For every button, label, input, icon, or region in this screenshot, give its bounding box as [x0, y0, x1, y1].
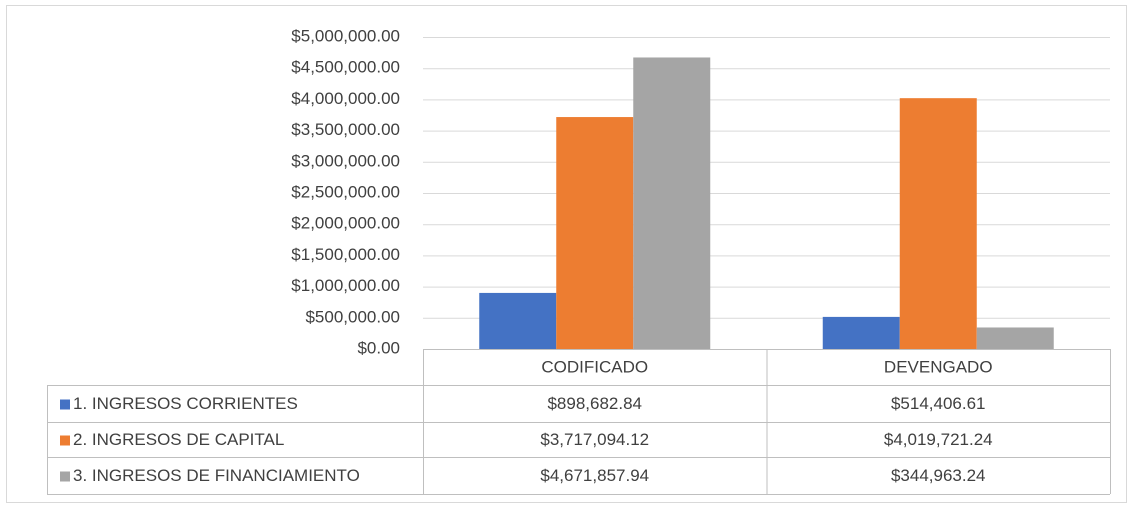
table-header: DEVENGADO: [884, 357, 993, 376]
y-tick-label: $4,500,000.00: [291, 58, 400, 77]
y-tick-label: $3,500,000.00: [291, 120, 400, 139]
bar: [479, 292, 557, 349]
bar: [556, 117, 634, 349]
y-tick-label: $1,500,000.00: [291, 245, 400, 264]
table-cell: $344,963.24: [891, 466, 986, 485]
y-tick-label: $0.00: [357, 338, 400, 357]
bar: [976, 327, 1054, 349]
y-tick-label: $5,000,000.00: [291, 26, 400, 45]
legend-label: 3. INGRESOS DE FINANCIAMIENTO: [73, 466, 360, 485]
y-tick-label: $500,000.00: [305, 307, 400, 326]
legend-label: 1. INGRESOS CORRIENTES: [73, 394, 298, 413]
y-tick-label: $2,500,000.00: [291, 182, 400, 201]
y-tick-label: $2,000,000.00: [291, 214, 400, 233]
legend-label: 2. INGRESOS DE CAPITAL: [73, 430, 284, 449]
table-header: CODIFICADO: [541, 357, 648, 376]
table-cell: $898,682.84: [547, 394, 642, 413]
table-cell: $3,717,094.12: [540, 430, 649, 449]
bar: [899, 98, 977, 349]
table-cell: $514,406.61: [891, 394, 986, 413]
legend-key: [60, 435, 70, 446]
table-cell: $4,019,721.24: [884, 430, 993, 449]
table-cell: $4,671,857.94: [540, 466, 649, 485]
legend-key: [60, 471, 70, 482]
y-tick-label: $1,000,000.00: [291, 276, 400, 295]
legend-key: [60, 399, 70, 410]
y-tick-label: $4,000,000.00: [291, 89, 400, 108]
y-tick-label: $3,000,000.00: [291, 151, 400, 170]
bar: [633, 57, 711, 349]
bar: [822, 316, 900, 349]
